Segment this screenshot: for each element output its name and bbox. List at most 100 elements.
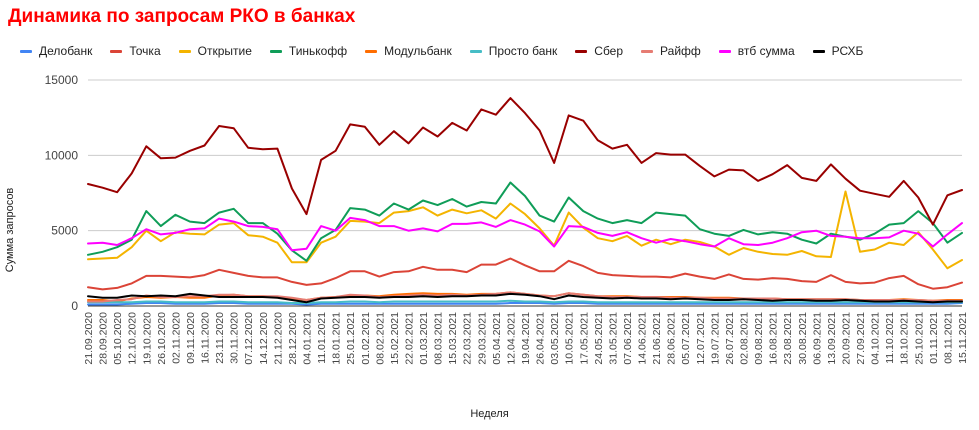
- x-tick-label: 15.02.2021: [389, 312, 401, 365]
- x-tick-label: 05.10.2020: [112, 312, 124, 365]
- legend-swatch: [178, 49, 191, 53]
- x-tick-label: 02.11.2020: [170, 312, 182, 364]
- x-tick-label: 04.01.2021: [302, 312, 314, 365]
- series-line-6: [87, 97, 963, 226]
- legend-item: Делобанк: [20, 44, 92, 58]
- x-tick-label: 04.10.2021: [870, 312, 882, 365]
- x-tick-label: 21.06.2021: [651, 312, 663, 365]
- series-line-8: [87, 216, 963, 252]
- x-tick-label: 19.04.2021: [520, 312, 532, 365]
- legend-item: РСХБ: [812, 44, 864, 58]
- x-tick-label: 28.09.2020: [98, 312, 110, 365]
- legend-swatch: [20, 49, 32, 53]
- x-tick-label: 17.05.2021: [578, 312, 590, 365]
- x-tick-label: 12.07.2021: [695, 312, 707, 365]
- x-tick-label: 25.10.2021: [913, 312, 925, 365]
- legend-label: втб сумма: [737, 44, 795, 58]
- x-tick-label: 21.09.2020: [83, 312, 95, 365]
- legend-swatch: [718, 49, 731, 53]
- x-tick-label: 24.05.2021: [593, 312, 605, 365]
- series-line-5: [87, 299, 963, 304]
- legend-swatch: [575, 49, 588, 53]
- x-tick-label: 22.03.2021: [462, 312, 474, 365]
- legend-label: Райфф: [660, 44, 701, 58]
- legend-label: Открытие: [197, 44, 252, 58]
- legend-item: втб сумма: [718, 44, 795, 58]
- x-tick-label: 27.09.2021: [855, 312, 867, 365]
- legend-label: Просто банк: [488, 44, 558, 58]
- x-tick-label: 08.03.2021: [433, 312, 445, 365]
- legend-swatch: [469, 49, 482, 53]
- x-tick-label: 19.10.2020: [141, 312, 153, 365]
- x-tick-label: 01.11.2021: [928, 312, 940, 364]
- x-tick-label: 30.08.2021: [797, 312, 809, 365]
- series-line-3: [87, 181, 963, 262]
- legend-swatch: [812, 49, 825, 53]
- y-tick-label: 5000: [51, 224, 78, 238]
- x-tick-label: 20.09.2021: [840, 312, 852, 365]
- x-tick-label: 11.10.2021: [884, 312, 896, 364]
- legend-item: Тинькофф: [269, 44, 347, 58]
- legend-label: РСХБ: [831, 44, 864, 58]
- series-line-2: [87, 190, 963, 270]
- legend-item: Открытие: [178, 44, 252, 58]
- x-tick-label: 07.12.2020: [243, 312, 255, 365]
- x-tick-label: 30.11.2020: [229, 312, 241, 364]
- x-tick-label: 14.12.2020: [258, 312, 270, 365]
- x-tick-label: 18.10.2021: [899, 312, 911, 365]
- x-tick-label: 28.06.2021: [666, 312, 678, 365]
- x-tick-label: 29.03.2021: [476, 312, 488, 365]
- x-tick-label: 15.03.2021: [447, 312, 459, 365]
- x-tick-label: 23.11.2020: [214, 312, 226, 364]
- x-tick-label: 31.05.2021: [607, 312, 619, 365]
- legend-swatch: [269, 49, 282, 53]
- legend-item: Сбер: [575, 44, 623, 58]
- legend-label: Точка: [129, 44, 161, 58]
- x-tick-label: 10.05.2021: [564, 312, 576, 365]
- x-tick-label: 01.02.2021: [360, 312, 372, 365]
- x-tick-label: 12.10.2020: [127, 312, 139, 365]
- x-tick-label: 09.11.2020: [185, 312, 197, 364]
- x-tick-label: 26.07.2021: [724, 312, 736, 365]
- legend-item: Просто банк: [469, 44, 558, 58]
- x-tick-label: 02.08.2021: [739, 312, 751, 365]
- x-tick-label: 13.09.2021: [826, 312, 838, 365]
- x-tick-label: 22.02.2021: [403, 312, 415, 365]
- x-tick-label: 18.01.2021: [331, 312, 343, 365]
- series-line-0: [87, 302, 963, 306]
- x-tick-label: 05.04.2021: [491, 312, 503, 365]
- x-tick-label: 12.04.2021: [505, 312, 517, 365]
- x-tick-label: 28.12.2020: [287, 312, 299, 365]
- y-tick-label: 10000: [45, 148, 79, 162]
- x-tick-label: 26.04.2021: [535, 312, 547, 365]
- x-tick-label: 23.08.2021: [782, 312, 794, 365]
- x-tick-label: 09.08.2021: [753, 312, 765, 365]
- chart-legend: Делобанк Точка Открытие Тинькофф Модульбанк П…: [20, 42, 881, 60]
- x-axis-label: Неделя: [470, 408, 509, 420]
- legend-item: Модульбанк: [365, 44, 452, 58]
- legend-label: Делобанк: [39, 44, 93, 58]
- x-tick-label: 26.10.2020: [156, 312, 168, 365]
- legend-swatch: [641, 49, 654, 53]
- x-tick-label: 14.06.2021: [637, 312, 649, 365]
- y-tick-label: 0: [71, 299, 78, 313]
- x-tick-label: 01.03.2021: [418, 312, 430, 365]
- legend-item: Райфф: [641, 44, 701, 58]
- legend-swatch: [365, 49, 378, 53]
- x-tick-label: 06.09.2021: [811, 312, 823, 365]
- legend-item: Точка: [110, 44, 161, 58]
- series-line-1: [87, 257, 963, 291]
- x-tick-label: 05.07.2021: [680, 312, 692, 365]
- x-tick-label: 07.06.2021: [622, 312, 634, 365]
- legend-label: Модульбанк: [384, 44, 452, 58]
- legend-swatch: [110, 49, 123, 53]
- x-tick-label: 03.05.2021: [549, 312, 561, 365]
- chart-title: Динамика по запросам РКО в банках: [8, 6, 356, 27]
- x-tick-label: 16.11.2020: [200, 312, 212, 364]
- series-line-9: [87, 292, 963, 304]
- x-tick-label: 15.11.2021: [957, 312, 969, 364]
- x-tick-label: 16.08.2021: [768, 312, 780, 365]
- x-tick-label: 08.11.2021: [942, 312, 954, 364]
